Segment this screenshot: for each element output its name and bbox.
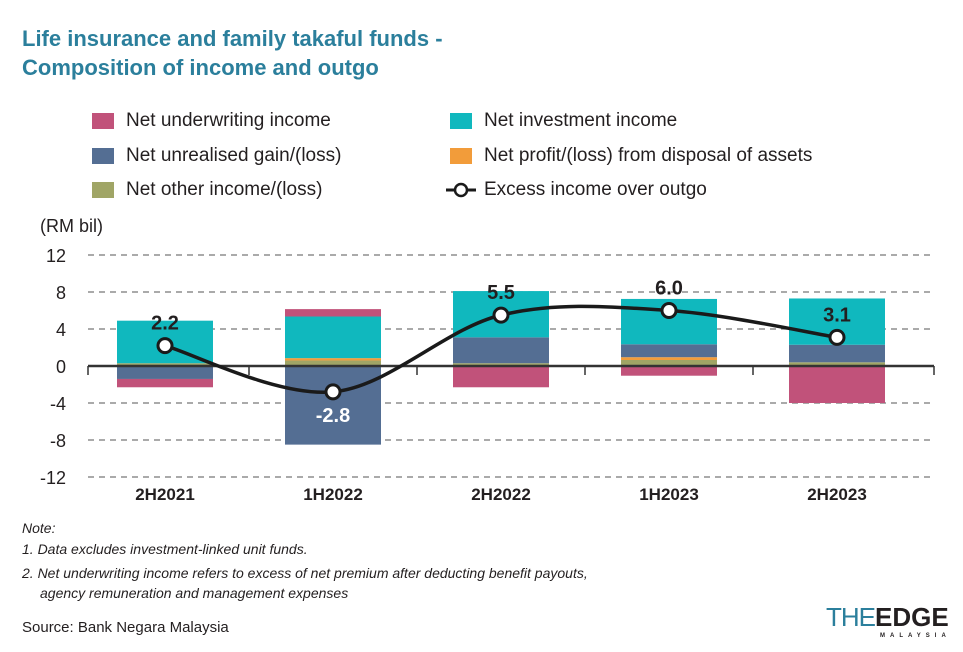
bar-segment-underwriting — [453, 366, 549, 388]
title-line-2: Composition of income and outgo — [22, 55, 379, 80]
y-tick-label: -4 — [50, 394, 66, 414]
legend-label: Net unrealised gain/(loss) — [126, 145, 342, 166]
legend-swatch — [450, 148, 472, 164]
x-tick-label: 1H2023 — [639, 485, 699, 504]
line-point — [156, 337, 174, 355]
bar-segment-underwriting — [117, 378, 213, 388]
x-tick-label: 2H2021 — [135, 485, 195, 504]
bar-segment-investment — [285, 316, 381, 359]
legend-label: Excess income over outgo — [484, 179, 707, 200]
bar-segment-underwriting — [285, 309, 381, 317]
logo-edge: EDGE — [875, 602, 949, 632]
legend-swatch — [92, 148, 114, 164]
note-heading: Note: — [22, 520, 56, 536]
note-2: 2. Net underwriting income refers to exc… — [22, 565, 588, 581]
logo-sub: MALAYSIA — [880, 633, 951, 639]
chart-title: Life insurance and family takaful funds … — [22, 24, 443, 82]
title-line-1: Life insurance and family takaful funds … — [22, 26, 443, 51]
bar-segment-unrealised — [117, 366, 213, 379]
y-tick-label: 0 — [56, 357, 66, 377]
logo-the: THE — [826, 602, 876, 632]
y-tick-label: -8 — [50, 431, 66, 451]
bar-segment-unrealised — [789, 344, 885, 363]
legend-other: Net other income/(loss) — [92, 179, 322, 201]
legend-swatch — [92, 182, 114, 198]
bar-segment-other — [285, 360, 381, 366]
bar-segment-other — [453, 363, 549, 366]
the-edge-logo: THEEDGE MALAYSIA — [826, 604, 951, 640]
logo-wordmark: THEEDGE — [826, 604, 951, 630]
bar-segment-unrealised — [621, 344, 717, 358]
legend-investment: Net investment income — [450, 110, 677, 132]
bar-segment-other — [621, 359, 717, 366]
legend-disposal: Net profit/(loss) from disposal of asset… — [450, 145, 812, 167]
y-tick-label: 8 — [56, 283, 66, 303]
line-point — [492, 306, 510, 324]
legend-label: Net other income/(loss) — [126, 179, 323, 200]
note-2-cont: agency remuneration and management expen… — [40, 585, 349, 601]
bar-segment-unrealised — [453, 337, 549, 364]
y-tick-label: -12 — [40, 468, 66, 488]
bar-segment-disposal — [621, 357, 717, 360]
line-data-label: 5.5 — [487, 282, 515, 304]
line-point — [828, 328, 846, 346]
x-tick-label: 2H2023 — [807, 485, 867, 504]
legend-label: Net underwriting income — [126, 110, 331, 131]
y-axis-unit: (RM bil) — [40, 216, 103, 236]
line-data-label: 3.1 — [823, 304, 851, 326]
legend-swatch — [450, 113, 472, 129]
y-tick-label: 4 — [56, 320, 66, 340]
legend-underwriting: Net underwriting income — [92, 110, 331, 132]
line-point — [324, 383, 342, 401]
source: Source: Bank Negara Malaysia — [22, 619, 229, 636]
x-tick-label: 1H2022 — [303, 485, 363, 504]
legend-line-marker-icon — [446, 182, 476, 198]
legend-label: Net investment income — [484, 110, 678, 131]
line-data-label: 6.0 — [655, 278, 683, 300]
bar-segment-underwriting — [789, 366, 885, 403]
bar-segment-other — [117, 363, 213, 366]
legend-label: Net profit/(loss) from disposal of asset… — [484, 145, 813, 166]
note-1: 1. Data excludes investment-linked unit … — [22, 541, 308, 557]
bar-segment-disposal — [285, 358, 381, 361]
line-data-label: 2.2 — [151, 313, 179, 335]
line-data-label: -2.8 — [316, 405, 350, 427]
legend-swatch — [92, 113, 114, 129]
bar-segment-underwriting — [621, 366, 717, 376]
y-tick-label: 12 — [46, 246, 66, 266]
bar-segment-other — [789, 362, 885, 366]
line-point — [660, 302, 678, 319]
legend-unrealised: Net unrealised gain/(loss) — [92, 145, 341, 167]
bar-segment-unrealised — [285, 366, 381, 445]
legend-line: Excess income over outgo — [446, 179, 707, 201]
x-tick-label: 2H2022 — [471, 485, 531, 504]
